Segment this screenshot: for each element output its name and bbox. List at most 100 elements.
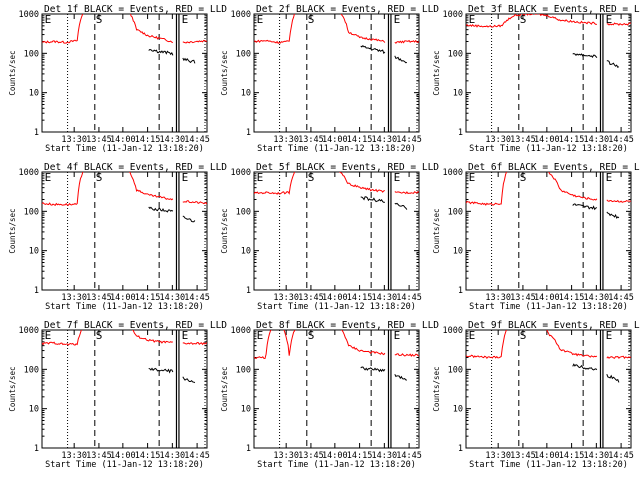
x-tick-label: 14:15	[135, 451, 161, 461]
events-line	[182, 57, 196, 64]
plot-frame	[253, 171, 420, 291]
x-axis-label: Start Time (11-Jan-12 13:18:20)	[257, 302, 416, 312]
lld-series-group	[254, 172, 419, 210]
marker-label: E	[606, 329, 613, 342]
events-line	[394, 373, 407, 381]
x-tick-label: 14:00	[110, 135, 136, 145]
x-tick-label: 14:15	[559, 293, 585, 303]
x-tick-label: 14:45	[608, 135, 634, 145]
y-tick-label: 100	[24, 49, 39, 59]
events-line	[606, 373, 620, 383]
y-tick-label: 10	[29, 247, 39, 257]
y-tick-label: 100	[236, 49, 251, 59]
x-tick-label: 13:45	[298, 451, 324, 461]
panel-title: Det 6f BLACK = Events, RED = LLD	[468, 162, 640, 173]
x-tick-label: 14:15	[559, 451, 585, 461]
plot-frame	[41, 329, 208, 449]
marker-label: E	[182, 329, 189, 342]
y-tick-label: 1000	[443, 326, 463, 336]
lld-line	[182, 39, 207, 44]
x-tick-label: 14:00	[534, 293, 560, 303]
x-tick-label: 13:30	[485, 451, 511, 461]
marker-label: E	[469, 171, 476, 184]
x-tick-label: 13:45	[298, 293, 324, 303]
lld-line	[42, 14, 174, 44]
y-tick-label: 1	[246, 444, 251, 454]
lld-line	[394, 39, 419, 44]
y-tick-label: 10	[29, 89, 39, 99]
plot-frame	[253, 13, 420, 133]
events-line	[394, 202, 408, 210]
panel-title: Det 1f BLACK = Events, RED = LLD	[44, 4, 227, 15]
x-tick-label: 14:45	[608, 451, 634, 461]
y-tick-label: 1	[34, 128, 39, 138]
events-line	[360, 44, 386, 55]
x-axis-label: Start Time (11-Jan-12 13:18:20)	[45, 460, 204, 470]
x-axis-label: Start Time (11-Jan-12 13:18:20)	[257, 144, 416, 154]
events-line	[148, 206, 174, 213]
panel-6: Det 6f BLACK = Events, RED = LLD 1 10 100 10…	[432, 162, 640, 312]
y-tick-label: 1	[458, 444, 463, 454]
marker-label: E	[182, 171, 189, 184]
lld-line	[182, 200, 207, 205]
y-tick-label: 100	[24, 365, 39, 375]
y-tick-label: 1000	[19, 168, 39, 178]
x-tick-label: 14:45	[184, 293, 210, 303]
x-tick-label: 14:45	[396, 451, 422, 461]
panel-title: Det 7f BLACK = Events, RED = LLD	[44, 320, 227, 331]
x-tick-label: 14:00	[534, 451, 560, 461]
panel-3: Det 3f BLACK = Events, RED = LLD 1 10 100 10…	[432, 4, 640, 154]
lld-line	[466, 172, 598, 206]
x-axis-label: Start Time (11-Jan-12 13:18:20)	[469, 302, 628, 312]
x-tick-label: 14:30	[584, 293, 610, 303]
x-axis-label: Start Time (11-Jan-12 13:18:20)	[45, 144, 204, 154]
panel-7: Det 7f BLACK = Events, RED = LLD 1 10 100 10…	[8, 320, 227, 470]
y-tick-label: 100	[448, 207, 463, 217]
x-tick-label: 14:00	[322, 135, 348, 145]
events-line	[148, 367, 174, 374]
y-tick-label: 1	[34, 286, 39, 296]
panel-title: Det 3f BLACK = Events, RED = LLD	[468, 4, 640, 15]
x-tick-label: 13:45	[510, 451, 536, 461]
events-line	[394, 55, 407, 64]
marker-label: E	[606, 171, 613, 184]
marker-label: S	[96, 171, 103, 184]
marker-label: E	[45, 13, 52, 26]
x-tick-label: 14:15	[135, 135, 161, 145]
events-line	[360, 366, 386, 373]
events-line	[360, 196, 385, 203]
x-tick-label: 13:45	[86, 135, 112, 145]
lld-line	[42, 172, 174, 206]
y-tick-label: 100	[236, 207, 251, 217]
marker-label: S	[96, 329, 103, 342]
marker-label: S	[308, 329, 315, 342]
y-axis-label: Counts/sec	[432, 208, 441, 253]
x-tick-label: 13:45	[510, 293, 536, 303]
lld-line	[606, 355, 631, 359]
x-tick-label: 13:30	[61, 135, 87, 145]
y-axis-label: Counts/sec	[8, 208, 17, 253]
events-line	[182, 376, 196, 384]
y-axis-label: Counts/sec	[432, 50, 441, 95]
y-tick-label: 1000	[19, 10, 39, 20]
x-tick-label: 13:30	[485, 293, 511, 303]
y-tick-label: 10	[453, 405, 463, 415]
x-tick-label: 13:30	[61, 293, 87, 303]
lld-line	[182, 342, 207, 346]
marker-label: S	[308, 13, 315, 26]
marker-label: E	[45, 329, 52, 342]
x-axis-label: Start Time (11-Jan-12 13:18:20)	[469, 460, 628, 470]
lld-series-group	[254, 14, 419, 64]
y-tick-label: 1	[246, 128, 251, 138]
events-line	[148, 49, 174, 56]
lld-line	[254, 14, 386, 45]
marker-label: E	[394, 171, 401, 184]
y-tick-label: 10	[241, 405, 251, 415]
x-tick-label: 14:00	[110, 293, 136, 303]
plot-frame	[465, 171, 632, 291]
marker-label: S	[520, 329, 527, 342]
panel-5: Det 5f BLACK = Events, RED = LLD 1 10 100 10…	[220, 162, 439, 312]
y-tick-label: 100	[236, 365, 251, 375]
y-tick-label: 100	[448, 49, 463, 59]
events-line	[572, 363, 598, 371]
